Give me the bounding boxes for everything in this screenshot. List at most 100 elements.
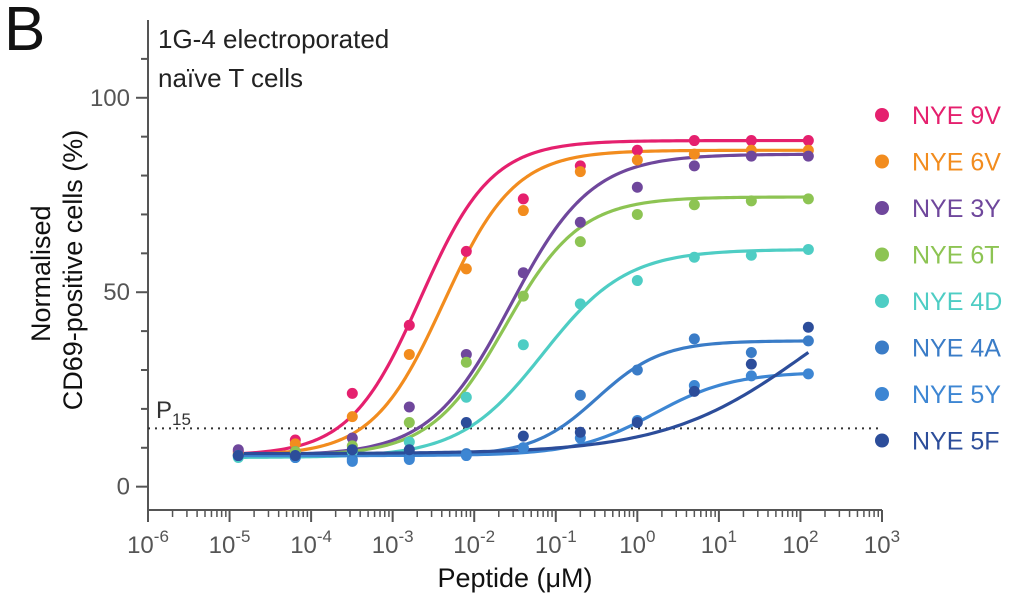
- data-point: [574, 236, 586, 248]
- y-tick-label: 0: [117, 474, 130, 501]
- data-point: [346, 455, 358, 467]
- legend-label: NYE 5Y: [912, 381, 1001, 409]
- legend-marker: [875, 201, 889, 215]
- x-tick-label: 102: [782, 527, 818, 559]
- x-axis-title: Peptide (μM): [437, 563, 592, 593]
- data-point: [745, 358, 757, 370]
- fit-curves: [238, 138, 810, 459]
- data-point: [745, 347, 757, 358]
- data-point: [688, 135, 700, 147]
- data-point: [403, 348, 415, 360]
- p15-label-main: P: [156, 397, 172, 424]
- fit-curve-1: [238, 148, 809, 457]
- legend-marker: [875, 294, 889, 308]
- p15-label-sub: 15: [172, 410, 191, 429]
- data-point: [688, 385, 700, 397]
- y-tick-label: 100: [90, 85, 130, 112]
- data-point: [517, 442, 529, 454]
- annotation-line-2: naïve T cells: [158, 63, 304, 93]
- data-point: [517, 290, 529, 302]
- data-point: [574, 389, 586, 401]
- data-point: [403, 436, 415, 448]
- x-tick-label: 10-4: [290, 527, 332, 559]
- legend-marker: [875, 433, 889, 448]
- data-point: [460, 391, 472, 403]
- data-point: [460, 245, 472, 257]
- data-point: [745, 195, 757, 207]
- data-point: [574, 298, 586, 310]
- data-point: [517, 430, 529, 442]
- x-axis-ticks: 10-6 10-5 10-4 10-3 10-2 10-1 100 101 102 103: [127, 510, 900, 559]
- data-point: [517, 267, 529, 279]
- data-point: [745, 249, 757, 261]
- data-point: [802, 368, 814, 380]
- data-point: [460, 356, 472, 368]
- x-tick-label: 101: [701, 527, 737, 559]
- data-point: [517, 205, 529, 217]
- x-tick-label: 10-5: [209, 527, 251, 559]
- data-point: [688, 160, 700, 172]
- legend-label: NYE 6T: [912, 242, 1000, 270]
- x-tick-label: 10-2: [453, 527, 495, 559]
- data-point: [688, 333, 700, 345]
- data-point: [745, 150, 757, 162]
- legend-label: NYE 4A: [912, 335, 1001, 363]
- data-point: [346, 444, 358, 456]
- data-point: [802, 193, 814, 205]
- data-point: [403, 319, 415, 331]
- y-axis-title-line1: Normalised: [26, 205, 56, 342]
- y-axis-title-line2: CD69-positive cells (%): [58, 130, 88, 411]
- legend: NYE 9V NYE 6V NYE 3Y NYE 6T NYE 4D NYE 4A NYE …: [875, 102, 1002, 456]
- data-point: [631, 208, 643, 220]
- legend-label: NYE 5F: [912, 428, 1000, 456]
- data-point: [289, 438, 301, 450]
- legend-marker: [875, 340, 889, 355]
- legend-label: NYE 6V: [912, 149, 1001, 177]
- data-point: [688, 251, 700, 263]
- legend-label: NYE 3Y: [912, 195, 1001, 223]
- data-point: [631, 181, 643, 193]
- data-point: [688, 199, 700, 211]
- data-point: [574, 166, 586, 178]
- y-tick-label: 50: [103, 279, 130, 306]
- legend-marker: [875, 154, 889, 169]
- annotation-line-1: 1G-4 electroporated: [158, 24, 390, 54]
- legend-marker: [875, 108, 889, 122]
- x-tick-label: 103: [864, 527, 900, 559]
- x-tick-label: 10-3: [372, 527, 414, 559]
- data-point: [460, 450, 472, 462]
- data-point: [517, 339, 529, 351]
- data-point: [346, 387, 358, 399]
- fit-curve-3: [238, 195, 809, 457]
- data-point: [346, 432, 358, 444]
- data-point: [460, 348, 472, 360]
- data-point: [631, 417, 643, 428]
- data-point: [631, 144, 643, 156]
- data-point: [688, 148, 700, 160]
- reference-line-group: P15: [148, 397, 882, 430]
- x-tick-label: 100: [619, 527, 655, 559]
- legend-marker: [875, 247, 889, 262]
- y-axis-ticks: 0 50 100: [90, 57, 148, 501]
- data-point: [289, 450, 301, 462]
- data-point: [517, 193, 529, 205]
- data-point: [802, 243, 814, 255]
- data-point: [403, 401, 415, 413]
- data-point: [460, 417, 472, 428]
- y-axis-title: Normalised CD69-positive cells (%): [26, 130, 88, 411]
- legend-marker: [875, 387, 889, 401]
- x-tick-label: 10-6: [127, 527, 169, 559]
- series-layer: [232, 135, 814, 467]
- data-point: [745, 135, 757, 147]
- data-point: [232, 450, 244, 462]
- data-point: [403, 453, 415, 465]
- fit-curve-0: [238, 138, 809, 456]
- data-point: [745, 370, 757, 382]
- data-points: [232, 135, 814, 467]
- data-point: [460, 263, 472, 275]
- data-point: [802, 335, 814, 347]
- data-point: [574, 216, 586, 228]
- data-point: [403, 444, 415, 456]
- panel-label: B: [4, 0, 46, 64]
